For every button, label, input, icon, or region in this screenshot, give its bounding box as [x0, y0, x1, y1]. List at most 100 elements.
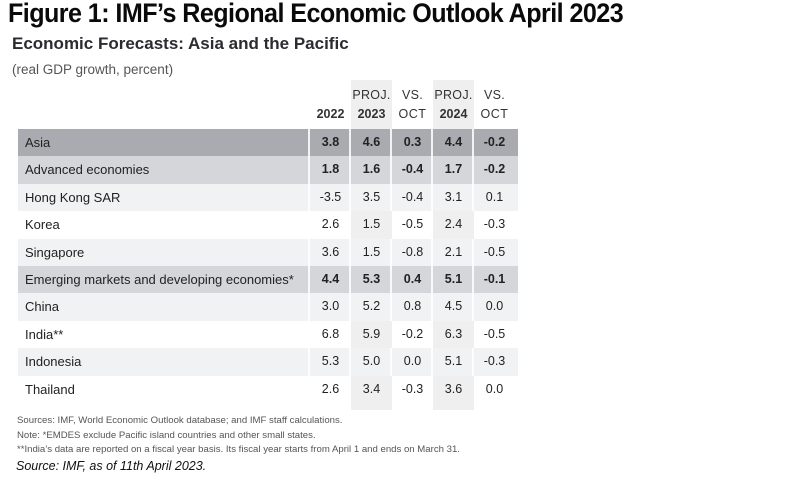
row-value: -0.5 [483, 244, 506, 259]
table-body: Asia 3.8 4.6 0.3 4.4 -0.2 Advanced economies 1.… [18, 129, 518, 403]
row-value: 3.1 [444, 189, 463, 204]
row-value: -0.2 [483, 135, 506, 149]
row-value: 2.1 [444, 244, 463, 259]
column-separator [472, 129, 474, 157]
table-row: Indonesia 5.3 5.0 0.0 5.1 -0.3 [18, 348, 518, 376]
column-separator [431, 348, 433, 376]
column-separator [472, 265, 474, 294]
note-sources: Sources: IMF, World Economic Outlook dat… [17, 415, 343, 426]
row-value: 3.5 [362, 189, 381, 204]
row-value: 5.2 [362, 299, 381, 314]
table-row: Asia 3.8 4.6 0.3 4.4 -0.2 [18, 129, 518, 157]
row-label: Hong Kong SAR [25, 189, 121, 205]
column-separator [472, 238, 474, 266]
col-header-proj-2023: PROJ. 2023 [352, 88, 391, 121]
row-value: -3.5 [319, 189, 342, 204]
figure-title: Figure 1: IMF’s Regional Economic Outloo… [8, 0, 624, 28]
row-value: 0.8 [403, 299, 422, 314]
row-value: -0.3 [401, 381, 424, 396]
column-separator [431, 183, 433, 212]
column-separator [472, 183, 474, 212]
row-value: 1.6 [362, 162, 381, 177]
row-value: -0.3 [483, 354, 506, 369]
row-value: 0.1 [485, 189, 504, 204]
row-value: 0.4 [403, 271, 422, 286]
column-separator [431, 129, 433, 157]
row-value: 4.6 [362, 135, 381, 149]
row-value: 4.4 [444, 135, 463, 149]
column-separator [349, 129, 351, 157]
row-value: 5.0 [362, 354, 381, 369]
row-value: 2.6 [321, 217, 340, 232]
table-row: India** 6.8 5.9 -0.2 6.3 -0.5 [18, 321, 518, 348]
note-india: **India’s data are reported on a fiscal … [17, 444, 460, 455]
column-separator [390, 238, 392, 266]
table-notes: Sources: IMF, World Economic Outlook dat… [17, 414, 460, 458]
row-value: 3.6 [321, 244, 340, 259]
row-value: 6.3 [444, 326, 463, 341]
row-value: 3.6 [444, 381, 463, 396]
row-value: 1.8 [321, 162, 340, 177]
column-separator [308, 183, 310, 212]
column-separator [308, 238, 310, 266]
column-separator [349, 348, 351, 376]
row-value: 3.4 [362, 381, 381, 396]
column-separator [472, 348, 474, 376]
table-subtitle: Economic Forecasts: Asia and the Pacific [12, 34, 349, 53]
row-value: 6.8 [321, 326, 340, 341]
row-value: -0.4 [401, 162, 424, 177]
row-value: -0.2 [401, 326, 424, 341]
row-value: -0.5 [401, 217, 424, 232]
row-value: 0.3 [403, 135, 422, 149]
table-row: China 3.0 5.2 0.8 4.5 0.0 [18, 293, 518, 321]
column-separator [349, 156, 351, 184]
row-label: Singapore [25, 244, 85, 260]
row-value: -0.5 [483, 326, 506, 341]
row-label: Asia [25, 135, 51, 150]
column-separator [390, 129, 392, 157]
column-separator [349, 265, 351, 294]
row-value: -0.8 [401, 244, 424, 259]
row-value: 3.0 [321, 299, 340, 314]
row-value: 5.3 [321, 354, 340, 369]
col-header-2022: 2022 [316, 107, 345, 121]
table-row: Singapore 3.6 1.5 -0.8 2.1 -0.5 [18, 238, 518, 266]
column-separator [472, 156, 474, 184]
row-value: 1.7 [444, 162, 463, 177]
note-emdes: Note: *EMDES exclude Pacific island coun… [17, 429, 316, 441]
source-caption: Source: IMF, as of 11th April 2023. [16, 459, 207, 473]
column-separator [390, 156, 392, 184]
column-separator [349, 238, 351, 266]
column-separator [308, 129, 310, 157]
col-header-proj-2024: PROJ. 2024 [434, 88, 473, 121]
row-value: -0.4 [401, 189, 424, 204]
row-label: Advanced economies [25, 162, 150, 178]
row-value: -0.2 [483, 162, 506, 177]
row-value: -0.3 [483, 217, 506, 232]
row-value: 1.5 [362, 244, 381, 259]
col-header-vs-oct-2024: VS. OCT [480, 88, 509, 121]
row-label: Indonesia [25, 354, 82, 370]
column-separator [431, 238, 433, 266]
row-label: Korea [25, 217, 60, 233]
table-row: Thailand 2.6 3.4 -0.3 3.6 0.0 [18, 376, 518, 403]
row-value: 3.8 [321, 135, 340, 149]
column-separator [308, 348, 310, 376]
column-separator [390, 293, 392, 321]
table-header: 2022 PROJ. 2023 VS. OCT PROJ. 2024 VS. OCT [18, 80, 518, 126]
row-value: 5.9 [362, 326, 381, 341]
row-value: 5.3 [362, 271, 381, 286]
column-separator [349, 293, 351, 321]
row-value: 4.4 [321, 271, 340, 286]
row-label: Emerging markets and developing economie… [25, 271, 294, 287]
row-value: 5.1 [444, 354, 463, 369]
column-separator [390, 183, 392, 212]
column-separator [431, 265, 433, 294]
row-value: 2.4 [444, 217, 463, 232]
column-separator [308, 156, 310, 184]
column-separator [431, 156, 433, 184]
column-separator [390, 348, 392, 376]
table-row: Hong Kong SAR -3.5 3.5 -0.4 3.1 0.1 [18, 183, 518, 212]
column-separator [308, 265, 310, 294]
column-separator [349, 183, 351, 212]
